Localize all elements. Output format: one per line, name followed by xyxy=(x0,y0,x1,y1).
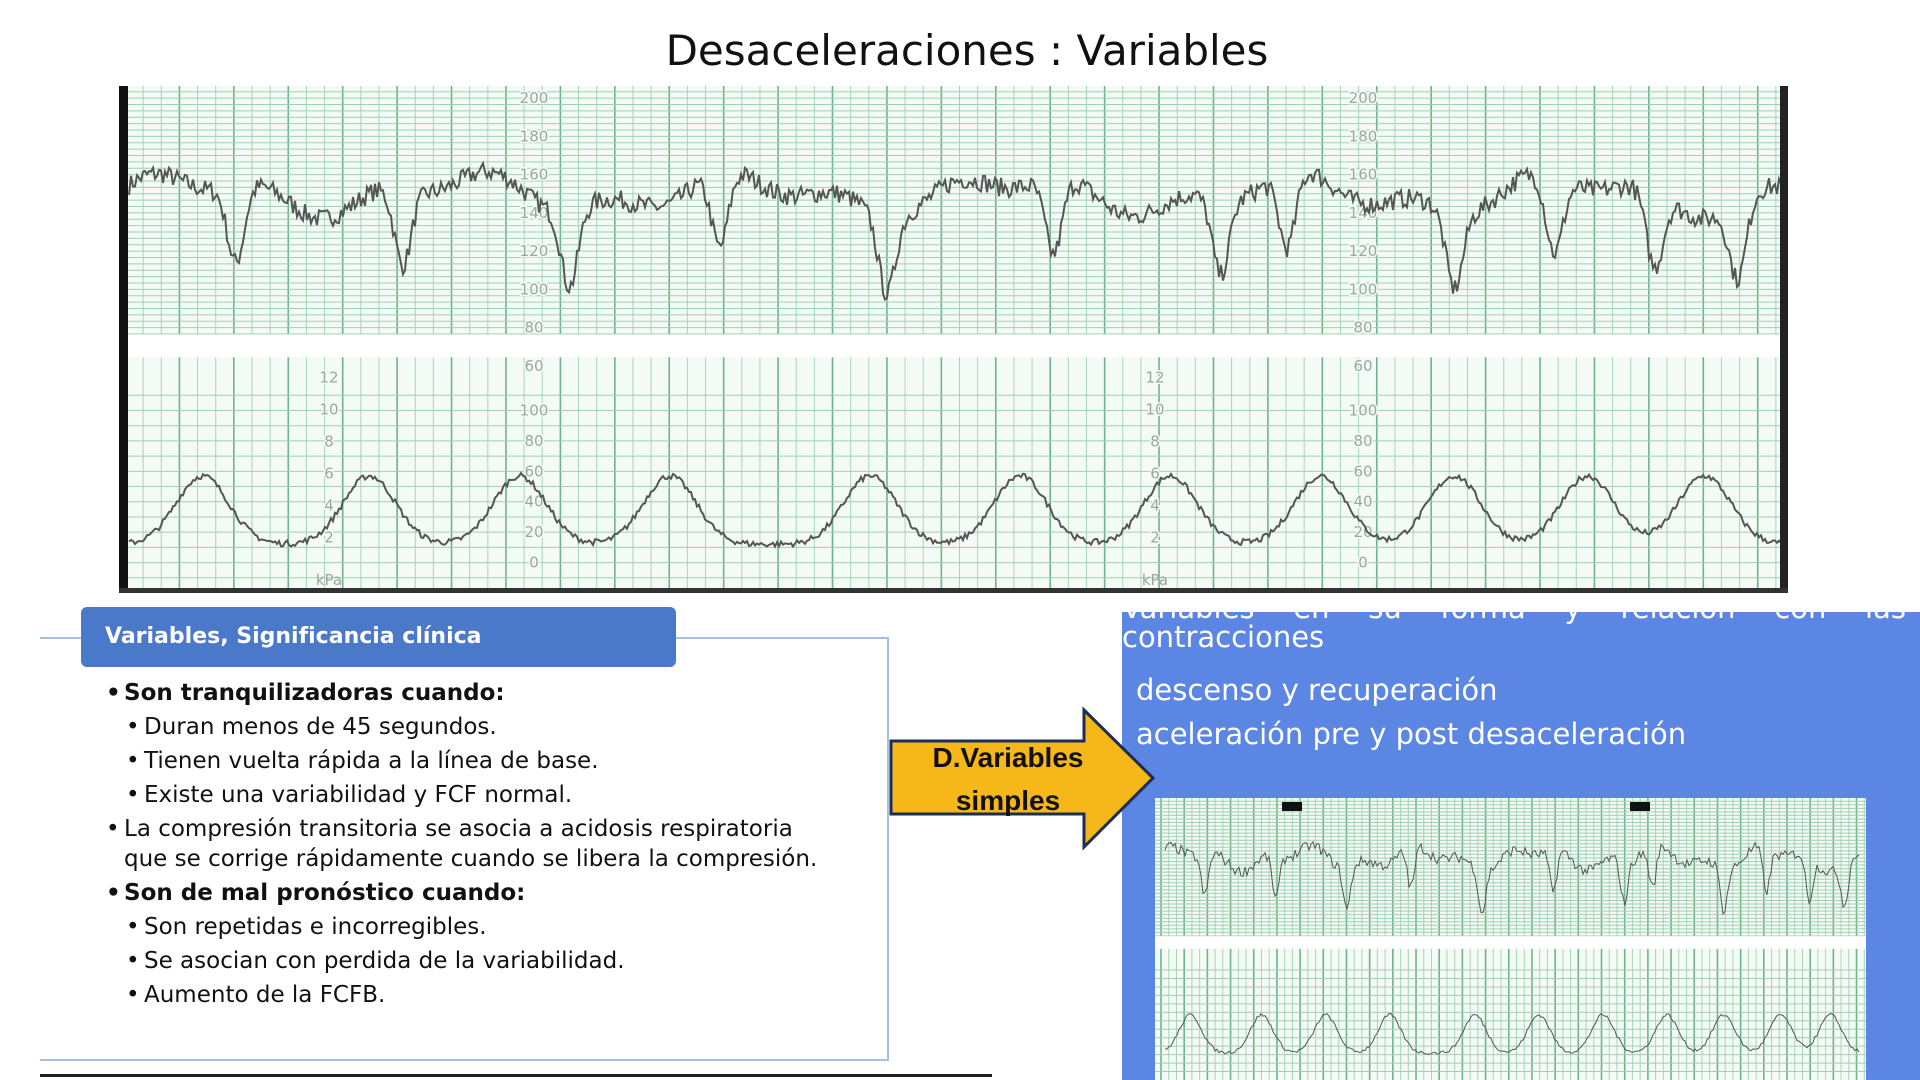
bullet-item: Se asocian con perdida de la variabilida… xyxy=(100,946,820,976)
scale-label: 20 xyxy=(1353,523,1372,541)
scale-label: 120 xyxy=(520,242,549,260)
scale-label: 120 xyxy=(1349,242,1378,260)
bullet-item: Duran menos de 45 segundos. xyxy=(100,712,820,742)
scale-label: 40 xyxy=(1353,493,1372,511)
scale-label: 40 xyxy=(524,493,543,511)
right-panel-text: Variables en su forma y relación con las… xyxy=(1122,612,1906,654)
scale-label: 0 xyxy=(1358,554,1368,572)
scale-label: 100 xyxy=(1349,401,1378,419)
ctg-separator xyxy=(119,334,1788,358)
right-panel-text: aceleración pre y post desaceleración xyxy=(1136,717,1687,751)
bullet-item: La compresión transitoria se asocia a ac… xyxy=(100,814,820,874)
scale-label: 80 xyxy=(1353,319,1372,337)
scale-label: 60 xyxy=(1353,462,1372,480)
right-panel-text: descenso y recuperación xyxy=(1136,673,1498,707)
scale-label: 20 xyxy=(524,523,543,541)
bullet-list: Son tranquilizadoras cuando: Duran menos … xyxy=(100,678,820,1014)
panel-bottom-rule xyxy=(40,1074,992,1077)
kpa-label: 8 xyxy=(1150,433,1160,451)
right-panel: Variables en su forma y relación con las… xyxy=(1122,612,1920,1080)
kpa-label: 4 xyxy=(324,497,334,515)
scale-label: 160 xyxy=(520,166,549,184)
bullet-item: Existe una variabilidad y FCF normal. xyxy=(100,780,820,810)
uc-trace xyxy=(128,471,1782,549)
kpa-label: 8 xyxy=(324,433,334,451)
kpa-label: 10 xyxy=(319,400,338,418)
scale-label: 200 xyxy=(1349,89,1378,107)
scale-label: 140 xyxy=(520,204,549,222)
bullet-item: Son repetidas e incorregibles. xyxy=(100,912,820,942)
scale-label: 60 xyxy=(524,357,543,375)
scale-label: 80 xyxy=(524,432,543,450)
kpa-label: 4 xyxy=(1150,497,1160,515)
scale-label: 160 xyxy=(1349,166,1378,184)
arrow-label: D.Variables simples xyxy=(932,742,1084,816)
kpa-label: 10 xyxy=(1145,400,1164,418)
figure-border-right xyxy=(1780,86,1788,593)
kpa-unit: kPa xyxy=(1142,571,1168,589)
scale-label: 80 xyxy=(1353,432,1372,450)
kpa-label: 2 xyxy=(1150,529,1160,547)
scale-label: 180 xyxy=(520,127,549,145)
slide-title: Desaceleraciones : Variables xyxy=(665,26,1269,75)
scale-label: 180 xyxy=(1349,127,1378,145)
kpa-label: 6 xyxy=(324,465,334,483)
bullet-item: Aumento de la FCFB. xyxy=(100,980,820,1010)
scale-label: 60 xyxy=(1353,357,1372,375)
scale-label: 200 xyxy=(520,89,549,107)
figure-border-bottom xyxy=(119,588,1788,593)
panel-header: Variables, Significancia clínica xyxy=(81,607,676,667)
scale-label: 100 xyxy=(520,280,549,298)
kpa-label: 6 xyxy=(1150,465,1160,483)
kpa-label: 12 xyxy=(1145,368,1164,386)
scale-label: 0 xyxy=(529,554,539,572)
bullet-item: Son de mal pronóstico cuando: xyxy=(100,878,820,908)
bullet-item: Son tranquilizadoras cuando: xyxy=(100,678,820,708)
kpa-label: 12 xyxy=(319,368,338,386)
scale-label: 60 xyxy=(524,462,543,480)
bullet-item: Tienen vuelta rápida a la línea de base. xyxy=(100,746,820,776)
scale-label: 80 xyxy=(524,319,543,337)
fhr-trace xyxy=(128,160,1782,302)
kpa-label: 2 xyxy=(324,529,334,547)
scale-label: 100 xyxy=(1349,280,1378,298)
figure-border-left xyxy=(119,86,128,593)
kpa-unit: kPa xyxy=(316,571,342,589)
panel-rule xyxy=(40,637,82,639)
scale-label: 100 xyxy=(520,401,549,419)
ctg-strip: 2001801601401201008060100806040200200180… xyxy=(119,86,1788,593)
